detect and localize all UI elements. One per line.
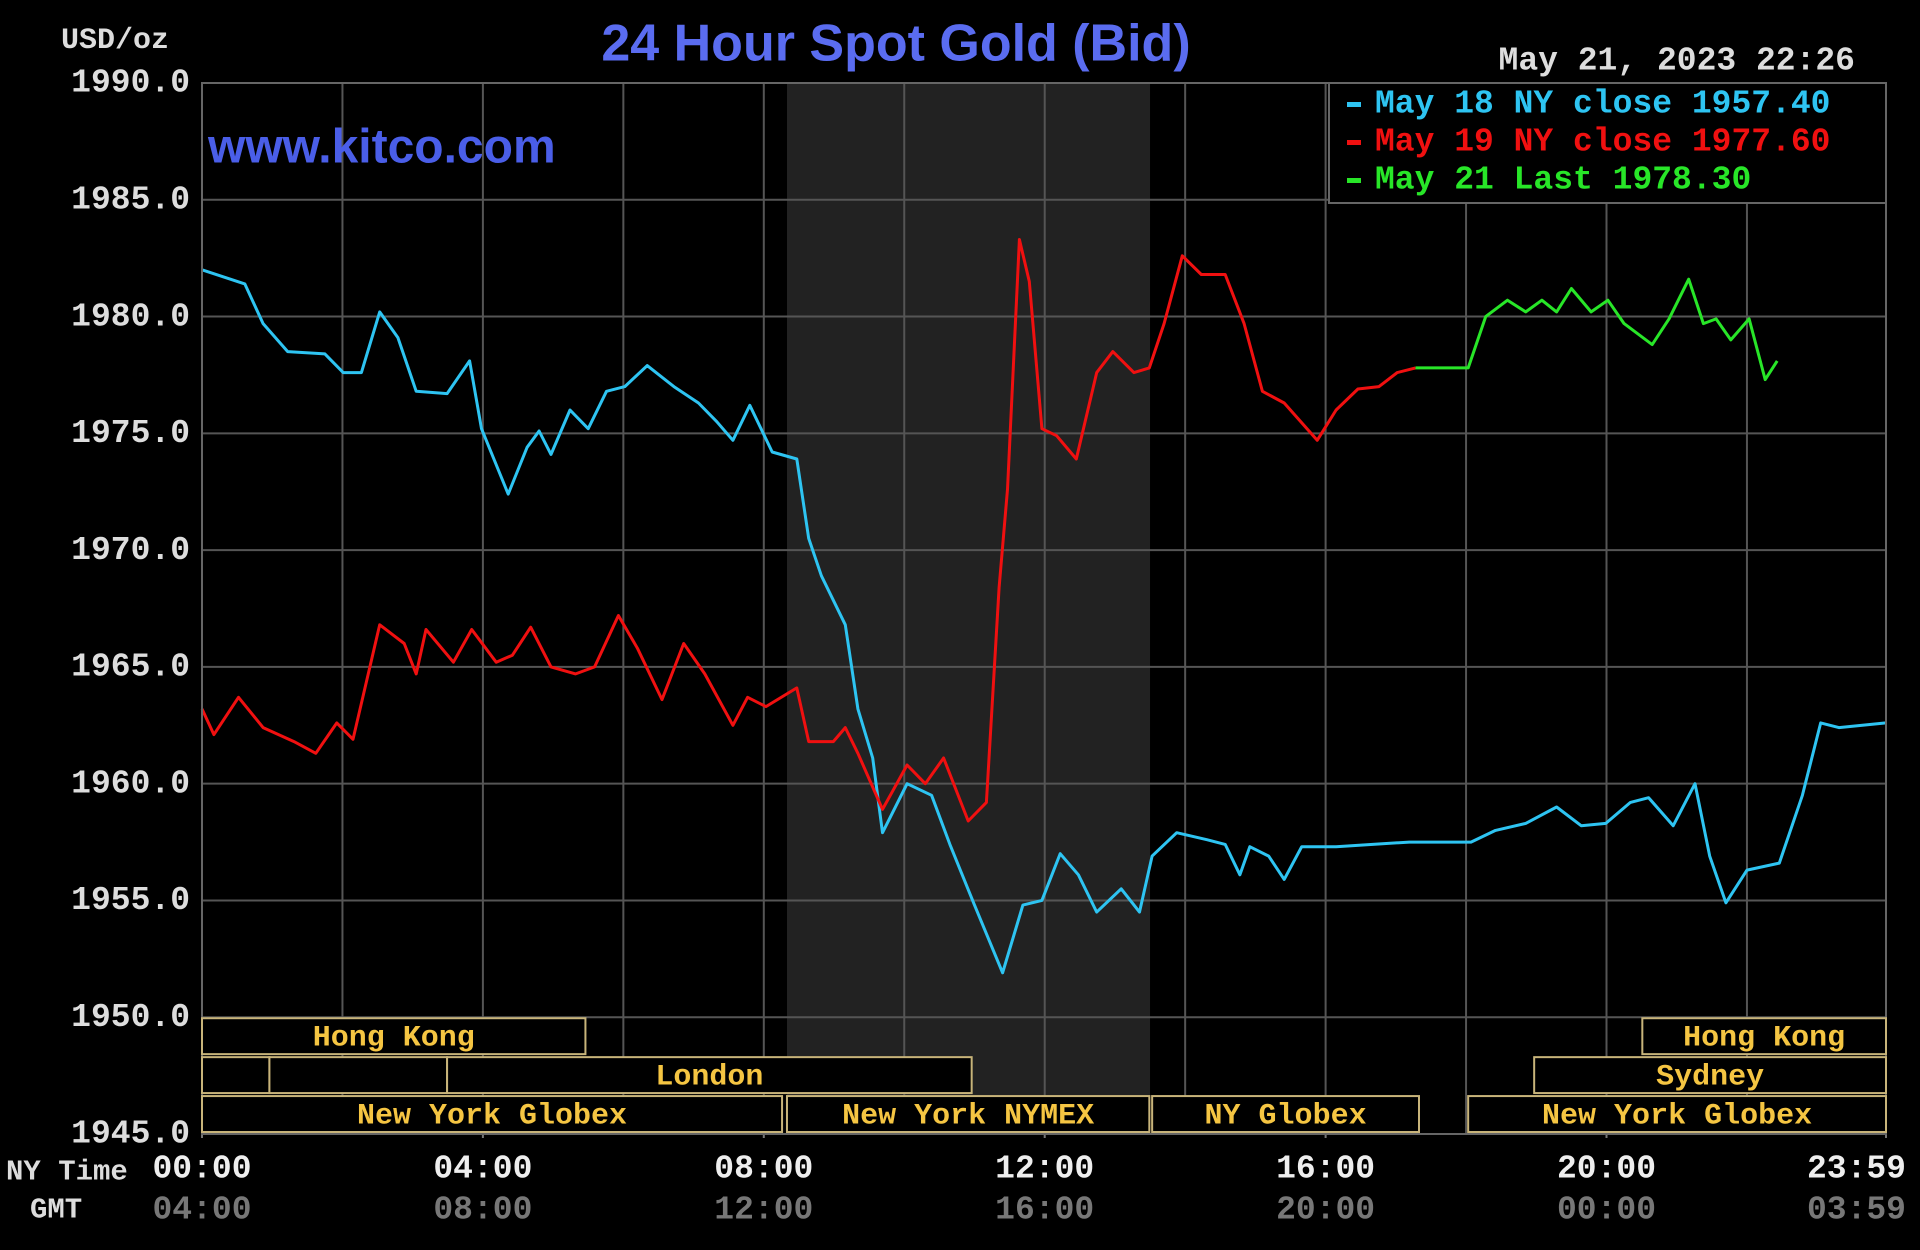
session-label: New York Globex: [357, 1099, 627, 1133]
x-tick-label: 20:00: [1557, 1151, 1656, 1188]
x2-tick-label: 03:59: [1807, 1192, 1906, 1229]
session-label: New York NYMEX: [842, 1099, 1094, 1133]
chart-title: 24 Hour Spot Gold (Bid): [601, 15, 1190, 73]
session-box: [1533, 1056, 1887, 1095]
session-box: [785, 1095, 1151, 1134]
series-line: [201, 268, 1887, 975]
y-tick-label: 1970.0: [71, 532, 190, 569]
legend-marker: [1347, 140, 1361, 145]
x2-tick-label: 20:00: [1276, 1192, 1375, 1229]
session-label: Sydney: [1656, 1061, 1764, 1095]
session-box: [201, 1095, 784, 1134]
watermark: www.kitco.com: [207, 121, 556, 174]
timestamp: May 21, 2023 22:26: [1499, 43, 1855, 80]
session-box: [1467, 1095, 1888, 1134]
session-label: NY Globex: [1205, 1099, 1367, 1133]
legend-label: May 19 NY close 1977.60: [1375, 124, 1830, 161]
x-tick-label: 04:00: [433, 1151, 532, 1188]
session-box: [446, 1056, 973, 1095]
session-label: New York Globex: [1542, 1099, 1812, 1133]
session-box: [201, 1056, 271, 1095]
session-label: Hong Kong: [1683, 1022, 1845, 1056]
legend-label: May 21 Last 1978.30: [1375, 162, 1751, 199]
session-box: [201, 1017, 587, 1056]
series-line: [1415, 277, 1779, 382]
x2-tick-label: 00:00: [1557, 1192, 1656, 1229]
y-tick-label: 1960.0: [71, 765, 190, 802]
x-tick-label: 08:00: [714, 1151, 813, 1188]
session-box: [1151, 1095, 1421, 1134]
y-tick-label: 1965.0: [71, 649, 190, 686]
plot-lines: [200, 238, 1887, 975]
y-tick-label: 1975.0: [71, 415, 190, 452]
x2-tick-label: 12:00: [714, 1192, 813, 1229]
legend-box: [1328, 82, 1887, 204]
x-tick-label: 23:59: [1807, 1151, 1906, 1188]
legend-marker: [1347, 178, 1361, 183]
x-axis-label: NY Time: [6, 1156, 128, 1189]
x-tick-label: 12:00: [995, 1151, 1094, 1188]
unit-label: USD/oz: [61, 24, 169, 58]
x-tick-label: 00:00: [152, 1151, 251, 1188]
y-tick-label: 1985.0: [71, 181, 190, 218]
session-label: London: [655, 1061, 763, 1095]
plot-back: [202, 82, 1886, 1135]
legend-marker: [1347, 102, 1361, 107]
x2-tick-label: 04:00: [152, 1192, 251, 1229]
plot-border: [201, 82, 1887, 1135]
legend-label: May 18 NY close 1957.40: [1375, 86, 1830, 123]
y-tick-label: 1990.0: [71, 65, 190, 102]
series-line: [200, 238, 1416, 823]
x2-axis-label: GMT: [30, 1194, 82, 1227]
y-tick-label: 1950.0: [71, 999, 190, 1036]
plot-front: 1945.0 1950.0 1955.0 1960.0 1965.0 1970.0 1975…: [71, 65, 1906, 1229]
session-box: [1641, 1017, 1887, 1056]
y-tick-label: 1955.0: [71, 882, 190, 919]
y-tick-label: 1945.0: [71, 1116, 190, 1153]
shaded-range: [786, 83, 1151, 1134]
y-tick-label: 1980.0: [71, 298, 190, 335]
x-tick-label: 16:00: [1276, 1151, 1375, 1188]
x2-tick-label: 08:00: [433, 1192, 532, 1229]
session-label: Hong Kong: [313, 1022, 475, 1056]
session-box: [268, 1056, 449, 1095]
x2-tick-label: 16:00: [995, 1192, 1094, 1229]
